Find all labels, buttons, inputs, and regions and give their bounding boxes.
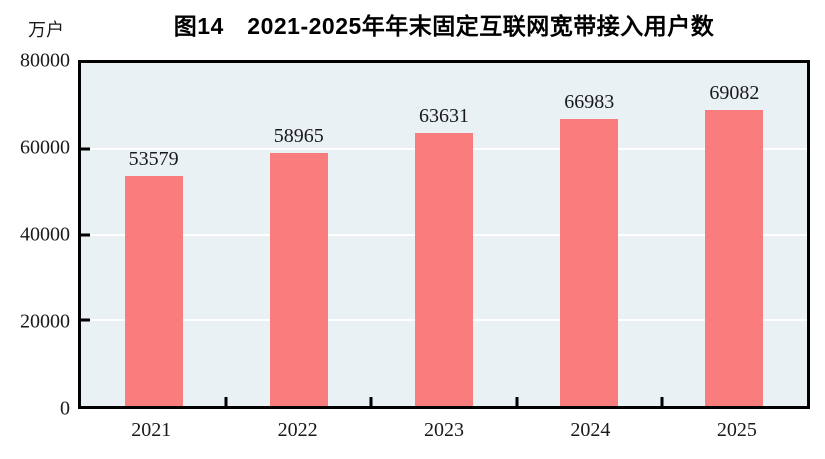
bar-value-label: 66983	[564, 90, 615, 113]
x-axis-category-labels: 2021 2022 2023 2024 2025	[78, 419, 810, 442]
y-tick-label-20000: 20000	[20, 310, 70, 333]
bar-2023	[415, 133, 473, 406]
y-tick-label-60000: 60000	[20, 136, 70, 159]
bar-2025	[705, 109, 764, 406]
bar-value-label: 63631	[419, 105, 469, 128]
y-axis-tick-mark	[81, 318, 90, 322]
x-axis-tick-mark	[224, 397, 228, 406]
y-tick-label-0: 0	[60, 397, 70, 420]
bar-value-label: 53579	[128, 148, 179, 171]
category-cell-2024: 66983	[517, 63, 662, 406]
x-tick-label-2021: 2021	[131, 419, 172, 441]
category-cell-2023: 63631	[371, 63, 516, 406]
y-axis-tick-mark	[81, 147, 90, 151]
y-axis-unit-label: 万户	[28, 20, 64, 40]
bar-2021	[124, 176, 183, 406]
y-tick-label-80000: 80000	[20, 49, 70, 72]
x-axis-tick-mark	[660, 397, 664, 406]
y-axis-tick-mark	[81, 233, 90, 236]
y-tick-label-40000: 40000	[20, 223, 70, 246]
x-tick-label-2022: 2022	[277, 419, 318, 441]
category-cell-2021: 53579	[81, 63, 226, 406]
bar-2022	[269, 153, 328, 406]
bar-value-label: 58965	[273, 125, 324, 148]
category-cell-2025: 69082	[662, 63, 807, 406]
category-cell-2022: 58965	[226, 63, 371, 406]
bar-value-label: 69082	[709, 81, 760, 104]
x-tick-label-2025: 2025	[716, 419, 757, 441]
chart-title: 图14 2021-2025年年末固定互联网宽带接入用户数	[173, 13, 715, 39]
x-axis-tick-mark	[369, 397, 373, 406]
x-axis-tick-mark	[515, 397, 519, 406]
plot-area: 53579 58965 63631 66983 69082	[78, 60, 810, 409]
bar-2024	[560, 118, 619, 406]
bar-series: 53579 58965 63631 66983 69082	[81, 63, 807, 406]
y-axis-tick-labels: 0 20000 40000 60000 80000	[0, 50, 70, 420]
x-tick-label-2024: 2024	[570, 419, 611, 441]
x-tick-label-2023: 2023	[424, 419, 465, 441]
